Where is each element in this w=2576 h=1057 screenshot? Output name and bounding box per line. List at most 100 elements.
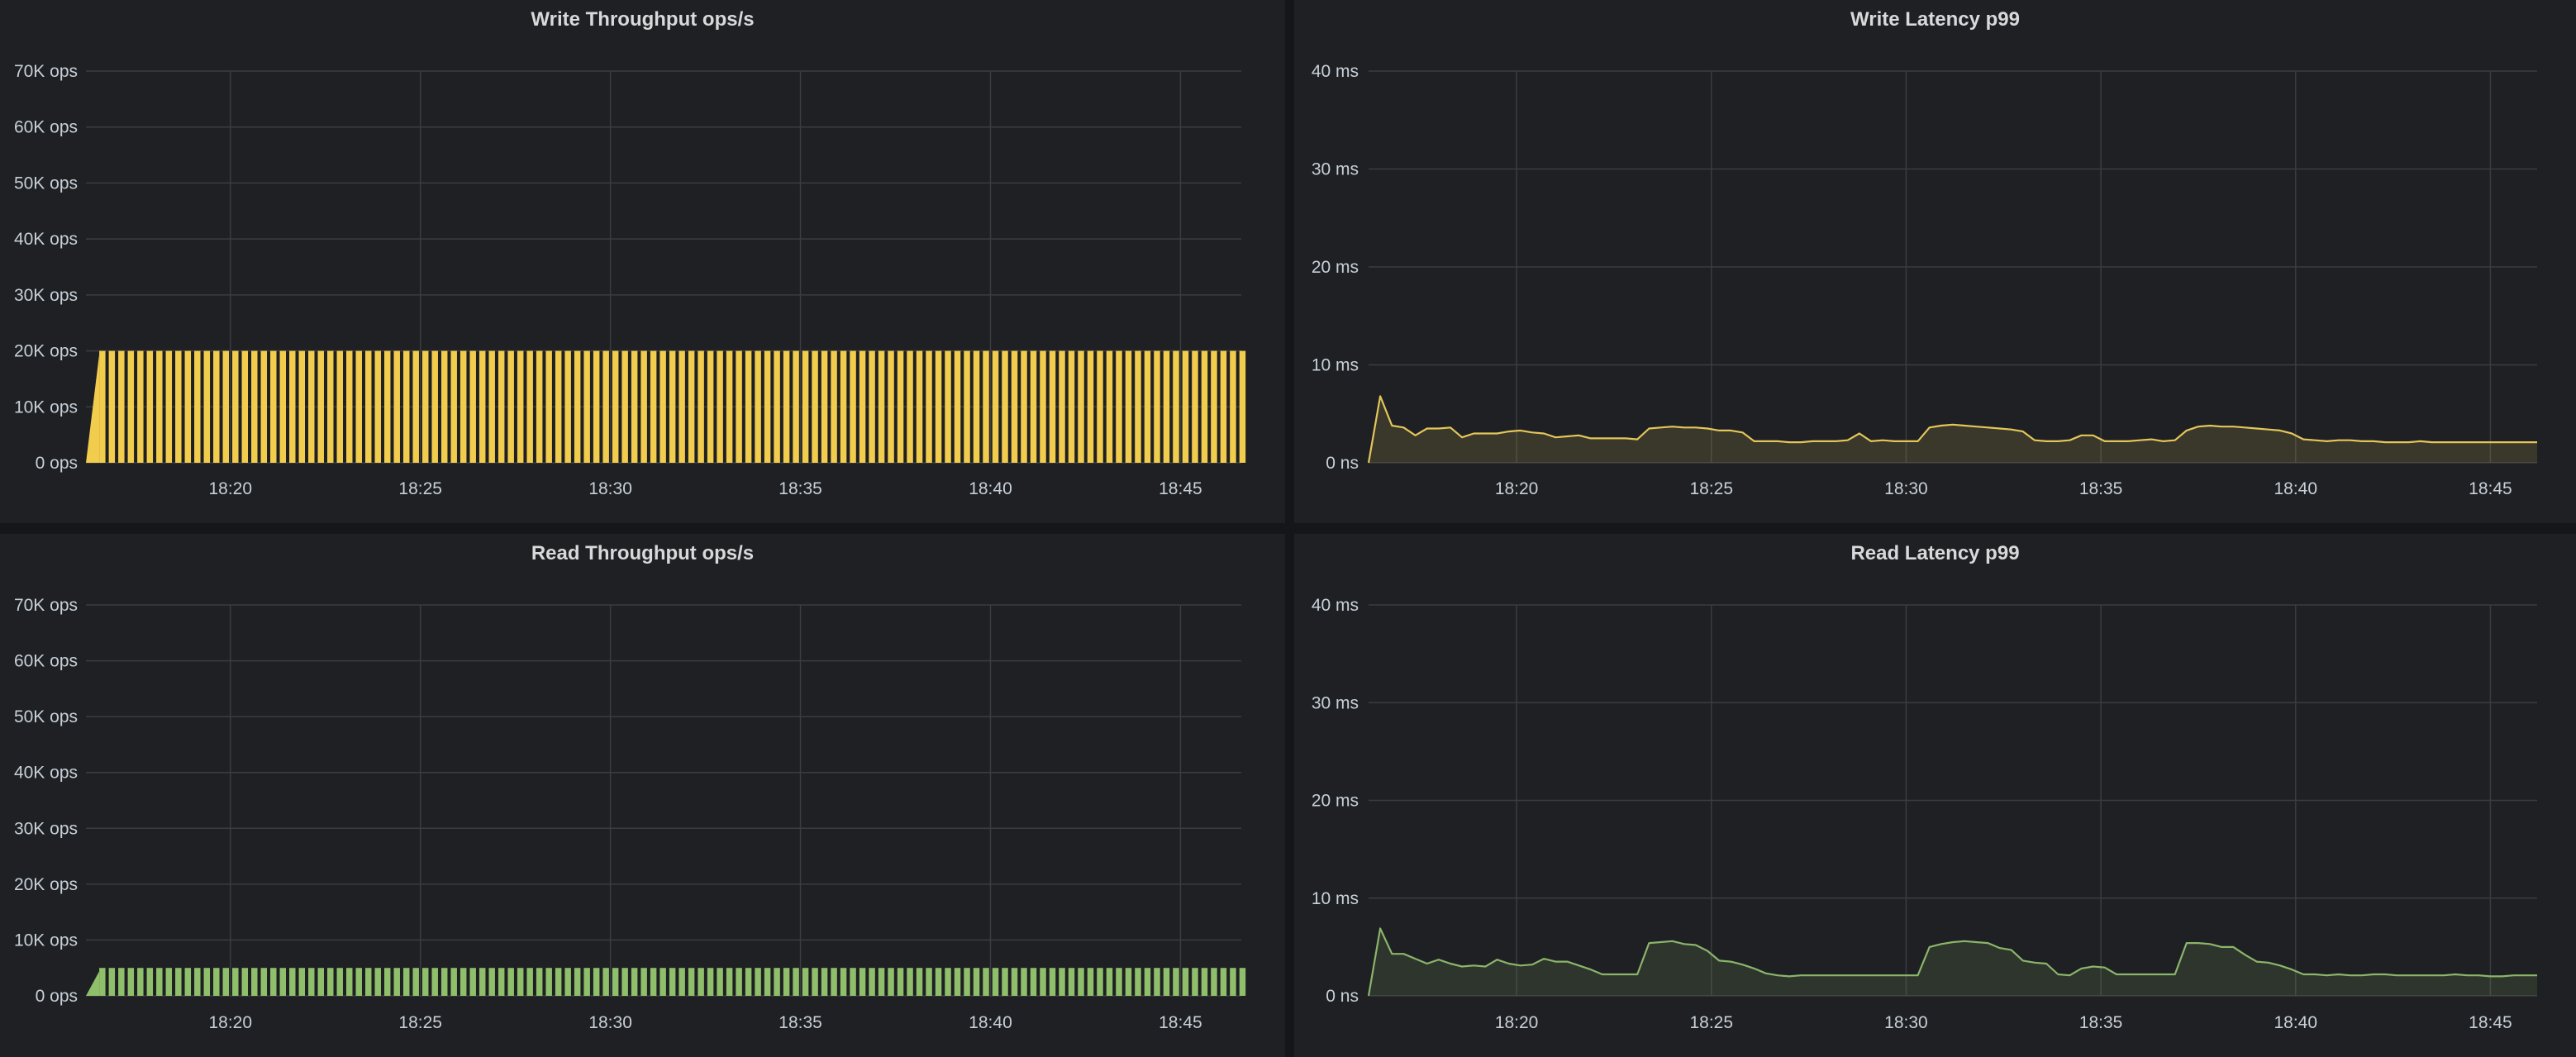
data-bar xyxy=(146,350,154,463)
data-bar xyxy=(1021,350,1027,463)
data-bar xyxy=(1002,350,1008,463)
series-line xyxy=(1367,395,2537,464)
x-tick-label: 18:30 xyxy=(588,479,632,498)
x-tick-label: 18:40 xyxy=(969,479,1012,498)
data-bar xyxy=(831,350,837,463)
data-bar xyxy=(964,350,970,463)
data-bar xyxy=(1011,968,1018,996)
x-tick-label: 18:30 xyxy=(1884,1013,1928,1032)
data-bar xyxy=(270,968,277,996)
data-bar xyxy=(631,968,638,996)
chart-write-latency: 0 ns 10 ms 20 ms 30 ms 40 ms 18:20 18:25 18:30 1… xyxy=(1312,62,2537,498)
x-tick-label: 18:45 xyxy=(1159,479,1202,498)
data-bar xyxy=(821,350,828,463)
y-tick-label: 50K ops xyxy=(14,707,78,726)
panel-title[interactable]: Write Latency p99 xyxy=(1850,8,2020,31)
data-bar xyxy=(774,350,780,463)
data-bar xyxy=(755,350,761,463)
data-bar xyxy=(717,968,723,996)
data-bar xyxy=(184,350,192,463)
data-bar xyxy=(175,350,182,463)
y-tick-label: 40K ops xyxy=(14,764,78,783)
data-bar xyxy=(498,968,505,996)
data-bar xyxy=(669,350,676,463)
data-bar xyxy=(1192,350,1198,463)
data-bar xyxy=(1021,968,1027,996)
data-bar xyxy=(1182,350,1189,463)
data-bar xyxy=(146,968,154,996)
data-bar xyxy=(1173,350,1179,463)
data-bar xyxy=(137,968,144,996)
data-bar xyxy=(1049,350,1056,463)
data-bar xyxy=(907,350,913,463)
data-bar xyxy=(1144,350,1151,463)
data-bar xyxy=(859,968,866,996)
data-bar xyxy=(935,350,942,463)
data-bar xyxy=(564,968,571,996)
y-tick-label: 70K ops xyxy=(14,596,78,615)
data-bar xyxy=(213,968,220,996)
data-bar xyxy=(736,350,742,463)
data-bar xyxy=(308,968,315,996)
data-bar xyxy=(935,968,942,996)
data-bar xyxy=(774,968,780,996)
data-bar xyxy=(878,350,885,463)
data-bar xyxy=(745,968,752,996)
data-bar xyxy=(669,968,676,996)
data-bar xyxy=(602,350,609,463)
data-bar xyxy=(907,968,913,996)
data-bar xyxy=(583,350,590,463)
data-bar xyxy=(1239,350,1246,463)
data-bar xyxy=(517,968,524,996)
data-bar xyxy=(555,968,562,996)
data-bar xyxy=(1125,350,1132,463)
y-tick-label: 10K ops xyxy=(14,931,78,950)
panel-write-throughput: Write Throughput ops/s 0 ops 10K ops 20K o… xyxy=(0,0,1285,523)
data-bar xyxy=(203,968,211,996)
data-bar xyxy=(393,350,400,463)
data-bar xyxy=(631,350,638,463)
data-bar xyxy=(1059,968,1065,996)
data-bar xyxy=(812,350,818,463)
data-bar xyxy=(707,350,714,463)
data-bar xyxy=(355,350,362,463)
data-bar xyxy=(717,350,723,463)
data-bar xyxy=(1239,968,1246,996)
x-tick-label: 18:35 xyxy=(2079,479,2123,498)
panel-read-throughput: Read Throughput ops/s 0 ops 10K ops 20K op… xyxy=(0,534,1285,1057)
data-bar xyxy=(1030,968,1037,996)
data-bar xyxy=(279,968,287,996)
data-bar xyxy=(564,350,571,463)
data-bar xyxy=(897,350,904,463)
data-bar xyxy=(698,350,704,463)
data-bar xyxy=(421,350,429,463)
y-tick-label: 40 ms xyxy=(1312,62,1359,81)
panel-title[interactable]: Read Latency p99 xyxy=(1850,542,2020,564)
data-bar xyxy=(945,350,951,463)
data-bar xyxy=(821,968,828,996)
panel-title[interactable]: Write Throughput ops/s xyxy=(531,8,755,31)
y-tick-label: 30 ms xyxy=(1312,160,1359,179)
data-bar xyxy=(1097,350,1103,463)
panel-write-latency: Write Latency p99 0 ns 10 ms 20 ms 30 ms 40 … xyxy=(1294,0,2576,523)
data-bar xyxy=(926,968,932,996)
data-bar xyxy=(108,350,116,463)
x-tick-label: 18:25 xyxy=(1689,479,1733,498)
y-tick-label: 40K ops xyxy=(14,230,78,249)
y-tick-label: 20K ops xyxy=(14,875,78,894)
y-tick-label: 60K ops xyxy=(14,118,78,137)
data-bar xyxy=(1154,968,1160,996)
y-tick-label: 70K ops xyxy=(14,62,78,81)
data-bar xyxy=(916,350,923,463)
data-bar xyxy=(679,350,685,463)
data-bar xyxy=(973,968,980,996)
data-bar xyxy=(431,968,438,996)
panel-title[interactable]: Read Throughput ops/s xyxy=(531,542,755,564)
data-bar xyxy=(679,968,685,996)
data-bar xyxy=(612,350,619,463)
data-bar xyxy=(1125,968,1132,996)
data-bar xyxy=(374,350,381,463)
data-bar xyxy=(317,350,324,463)
data-bar xyxy=(688,968,695,996)
data-bar xyxy=(298,350,305,463)
